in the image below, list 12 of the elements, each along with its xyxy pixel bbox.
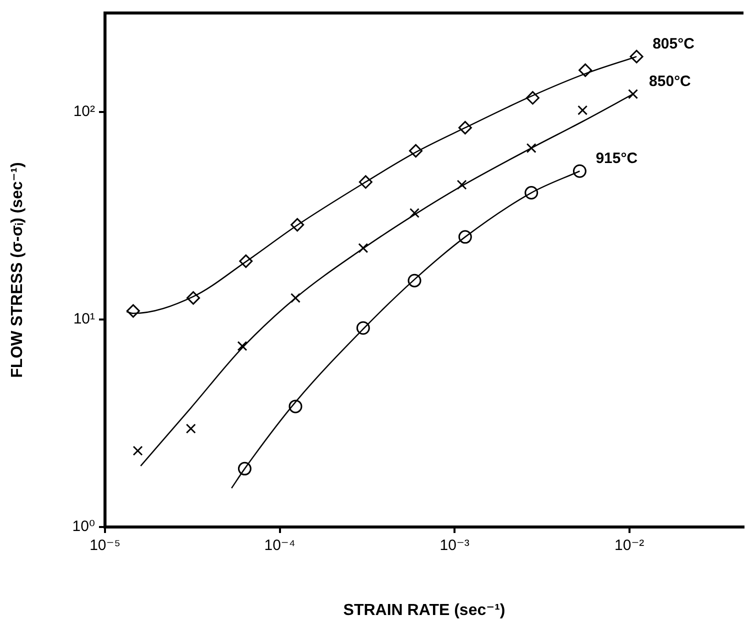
y-tick-label: 10⁰ — [72, 518, 95, 536]
series-label: 805°C — [652, 36, 695, 53]
y-tick-label: 10¹ — [73, 310, 95, 328]
x-tick-label: 10⁻⁴ — [264, 537, 296, 554]
y-axis-title: FLOW STRESS (σ-σᵢ) (sec⁻¹) — [9, 162, 26, 378]
series-label: 850°C — [649, 73, 692, 90]
y-tick-label: 10² — [73, 103, 95, 120]
series-label: 915°C — [596, 150, 638, 168]
x-tick-label: 10⁻⁵ — [90, 537, 120, 554]
x-tick-label: 10⁻² — [614, 537, 644, 554]
x-tick-label: 10⁻³ — [440, 537, 470, 554]
x-axis-title: STRAIN RATE (sec⁻¹) — [343, 602, 506, 619]
